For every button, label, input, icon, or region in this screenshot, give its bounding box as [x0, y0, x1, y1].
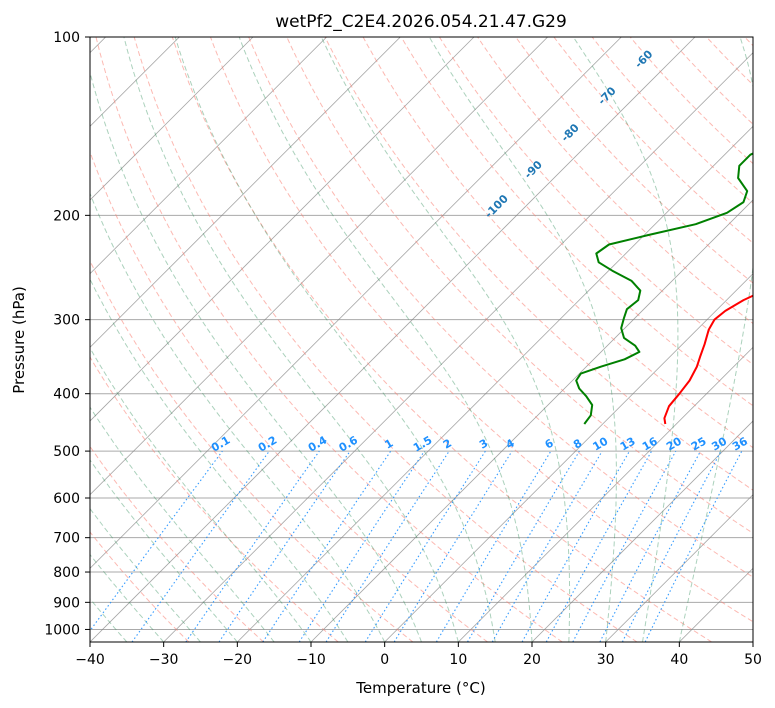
dry-adiabat-line: [95, 37, 563, 642]
mixing-ratio-line: [325, 450, 450, 642]
x-tick-label: −10: [296, 652, 326, 668]
dry-adiabat-line: [90, 531, 190, 642]
chart-title: wetPf2_C2E4.2026.054.21.47.G29: [275, 12, 567, 32]
dry-adiabat-line: [362, 37, 753, 449]
dry-adiabat-line: [90, 259, 414, 642]
mixing-ratio-line: [364, 450, 486, 642]
dry-adiabat-line: [248, 37, 753, 578]
moist-adiabat-line: [90, 459, 238, 642]
dry-adiabat-line: [324, 37, 753, 491]
moist-adiabat-line: [428, 37, 617, 642]
moist-adiabat-line: [678, 37, 753, 642]
y-tick-label: 800: [53, 565, 80, 581]
x-axis: −40 −30 −20 −10 0 10 20 30 40 50: [75, 642, 762, 668]
moist-adiabat-line: [123, 37, 459, 642]
dry-adiabat-line: [90, 150, 488, 642]
dry-adiabat-line: [286, 37, 753, 534]
x-tick-label: 20: [523, 652, 541, 668]
x-tick-label: 40: [670, 652, 688, 668]
isotherm-line: [605, 494, 753, 642]
moist-adiabat-line: [90, 192, 386, 642]
isotherm-line: [458, 346, 753, 642]
moist-adiabat-line: [90, 278, 349, 642]
mixing-ratio-line: [467, 450, 580, 642]
mixing-ratio-line: [572, 450, 677, 642]
dry-adiabat-line: [133, 37, 638, 642]
isotherm-line: [531, 420, 753, 642]
isotherm-line: [90, 37, 327, 275]
y-axis: 100 200 300 400 500 600 700 800 900 1000: [44, 30, 90, 638]
moist-adiabat-line: [90, 406, 275, 642]
dry-adiabat-line: [591, 37, 753, 204]
x-tick-label: −20: [223, 652, 253, 668]
mixing-ratio-line: [545, 450, 653, 642]
dry-adiabat-line: [400, 37, 753, 407]
isotherm-line: [237, 125, 753, 642]
y-tick-label: 400: [53, 387, 80, 403]
isotherm-line: [90, 37, 254, 201]
dry-adiabat-line: [438, 37, 753, 366]
y-tick-label: 700: [53, 531, 80, 547]
y-tick-label: 200: [53, 208, 80, 224]
plot-frame: [89, 36, 754, 643]
isotherm-line: [90, 37, 696, 642]
x-tick-label: 50: [744, 652, 762, 668]
mixing-ratio-line: [435, 450, 552, 642]
y-tick-label: 900: [53, 595, 80, 611]
dry-adiabat-line: [171, 37, 712, 642]
temperature-profile-line: [663, 294, 753, 425]
y-axis-label: Pressure (hPa): [10, 286, 28, 394]
moist-adiabat-line: [238, 37, 533, 642]
isotherm-line: [90, 37, 401, 348]
y-tick-label: 100: [53, 30, 80, 46]
isotherm-line: [163, 52, 753, 642]
isotherm-line: [90, 37, 475, 422]
y-tick-label: 500: [53, 444, 80, 460]
y-tick-label: 600: [53, 491, 80, 507]
x-tick-label: −40: [75, 652, 105, 668]
dry-adiabat-line: [477, 37, 753, 325]
dry-adiabat-line: [553, 37, 753, 244]
x-tick-label: 0: [380, 652, 389, 668]
moist-adiabat-line: [90, 347, 312, 642]
x-tick-label: 10: [449, 652, 467, 668]
x-tick-label: −30: [149, 652, 179, 668]
dewpoint-profile-line: [575, 152, 753, 425]
moist-adiabat-line: [174, 37, 496, 642]
y-tick-label: 1000: [44, 622, 80, 638]
mixing-ratio-line: [90, 450, 223, 632]
mixing-ratio-line: [131, 450, 270, 642]
dry-adiabat-line: [210, 37, 753, 623]
x-axis-label: Temperature (°C): [355, 679, 485, 697]
isotherm-line: [90, 37, 548, 496]
mixing-ratio-line: [521, 450, 630, 642]
mixing-ratio-line: [491, 450, 603, 642]
dry-adiabat-line: [90, 356, 339, 642]
moist-adiabat-line: [320, 37, 571, 642]
x-tick-label: 30: [597, 652, 615, 668]
y-tick-label: 300: [53, 313, 80, 329]
mixing-ratio-line: [393, 450, 513, 642]
mixing-ratio-line: [185, 450, 320, 642]
moist-adiabat-line: [572, 37, 679, 642]
isotherm-line: [384, 273, 753, 642]
mixing-ratio-line: [218, 450, 351, 642]
isotherm-line: [90, 37, 622, 569]
